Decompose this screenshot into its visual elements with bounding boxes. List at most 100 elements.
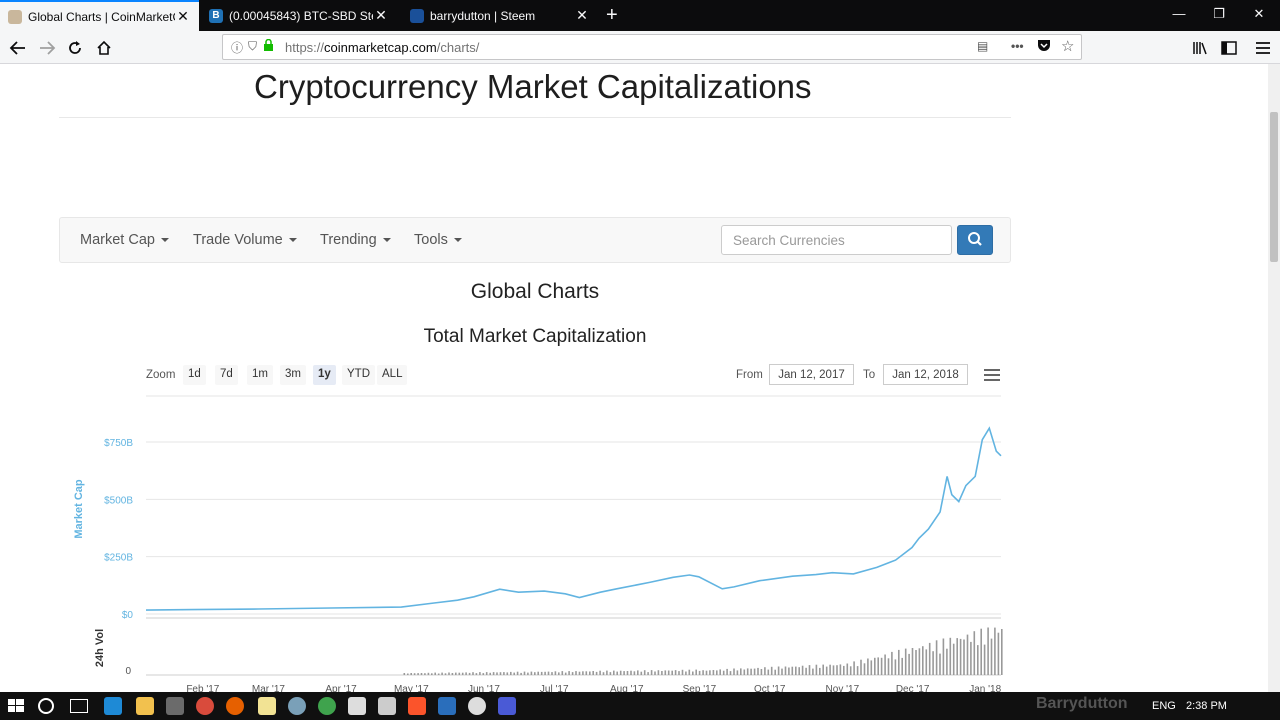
volume-bar <box>568 671 570 675</box>
home-icon[interactable] <box>92 36 116 60</box>
tab-btc-sbd[interactable]: B (0.00045843) BTC-SBD SteemDollar ✕ <box>201 0 397 31</box>
zoom-ytd-button[interactable]: YTD <box>342 365 375 385</box>
zoom-1d-button[interactable]: 1d <box>183 365 206 385</box>
menu-tools[interactable]: Tools <box>414 232 462 248</box>
market-cap-chart[interactable]: $750B $500B $250B $0 Market Cap 24h Vol 0 Feb '… <box>0 64 1268 692</box>
sidebar-icon[interactable] <box>1217 36 1241 60</box>
tracking-shield-icon[interactable]: ⛉ <box>248 39 258 53</box>
zoom-3m-button[interactable]: 3m <box>280 365 306 385</box>
search-button[interactable] <box>957 225 993 255</box>
volume-bar <box>836 665 838 675</box>
volume-bar <box>870 660 873 675</box>
zoom-7d-button[interactable]: 7d <box>215 365 238 385</box>
volume-bar <box>465 672 467 675</box>
volume-bar <box>492 672 495 675</box>
zoom-1y-button[interactable]: 1y <box>313 365 336 385</box>
app-icon[interactable] <box>288 697 306 715</box>
restore-window-icon[interactable]: ❐ <box>1213 6 1225 21</box>
page-content: Cryptocurrency Market Capitalizations Ma… <box>0 64 1268 692</box>
vertical-scrollbar[interactable] <box>1268 64 1280 692</box>
scrollbar-thumb[interactable] <box>1270 112 1278 262</box>
tab-barrydutton[interactable]: barrydutton | Steem ✕ <box>402 0 598 31</box>
cortana-icon[interactable] <box>38 698 54 714</box>
volume-bar <box>599 670 601 675</box>
search-input[interactable]: Search Currencies <box>721 225 952 255</box>
volume-bar <box>410 673 412 675</box>
volume-bar <box>764 667 766 675</box>
volume-bar <box>619 670 622 675</box>
volume-bar <box>970 641 972 675</box>
to-date-input[interactable]: Jan 12, 2018 <box>883 364 968 385</box>
minimize-window-icon[interactable]: — <box>1172 6 1186 21</box>
info-icon[interactable]: ⓘ <box>231 41 244 55</box>
zoom-label: Zoom <box>146 369 176 381</box>
tab-global-charts[interactable]: Global Charts | CoinMarketCap ✕ <box>0 0 199 31</box>
clock[interactable]: 2:38 PM <box>1186 700 1227 712</box>
store-icon[interactable] <box>166 697 184 715</box>
volume-bar <box>716 670 718 675</box>
language-indicator[interactable]: ENG <box>1152 700 1176 712</box>
reload-icon[interactable] <box>63 36 87 60</box>
app-icon[interactable] <box>318 697 336 715</box>
volume-bar <box>908 653 910 675</box>
app-icon[interactable] <box>438 697 456 715</box>
menu-market-cap[interactable]: Market Cap <box>80 232 169 248</box>
app-icon[interactable] <box>468 697 486 715</box>
close-tab-icon[interactable]: ✕ <box>576 7 588 23</box>
volume-bar <box>523 671 526 675</box>
mail-icon[interactable] <box>348 697 366 715</box>
back-icon[interactable] <box>6 36 30 60</box>
task-view-icon[interactable] <box>70 699 88 713</box>
edge-icon[interactable] <box>104 697 122 715</box>
volume-bar <box>712 670 715 675</box>
address-bar[interactable]: ⓘ ⛉ https://coinmarketcap.com/charts/ ▤ … <box>222 34 1082 60</box>
close-tab-icon[interactable]: ✕ <box>375 7 387 23</box>
volume-bar <box>942 638 945 675</box>
windows-taskbar: Barrydutton ENG 2:38 PM <box>0 692 1280 720</box>
library-icon[interactable] <box>1188 36 1212 60</box>
volume-bar <box>650 670 653 675</box>
chrome-icon[interactable] <box>196 697 214 715</box>
volume-bar <box>575 671 577 675</box>
volume-bar <box>1001 629 1003 675</box>
new-tab-button[interactable]: + <box>606 4 618 26</box>
pocket-icon[interactable] <box>1037 39 1051 55</box>
app-icon[interactable] <box>498 697 516 715</box>
watermark: Barrydutton <box>1036 695 1128 712</box>
menu-trade-volume[interactable]: Trade Volume <box>193 232 297 248</box>
notes-icon[interactable] <box>258 697 276 715</box>
bookmark-star-icon[interactable]: ☆ <box>1061 38 1075 55</box>
volume-bar <box>853 661 855 675</box>
x-tick-label: Jul '17 <box>540 684 569 692</box>
close-tab-icon[interactable]: ✕ <box>177 8 189 24</box>
windows-start-icon[interactable] <box>7 697 25 715</box>
volume-bar <box>935 640 938 675</box>
volume-bar <box>674 670 677 675</box>
volume-bar <box>609 672 612 675</box>
zoom-all-button[interactable]: ALL <box>377 365 408 385</box>
bittrex-favicon-icon: B <box>209 8 223 23</box>
volume-bar <box>874 657 876 675</box>
volume-bar <box>616 671 618 675</box>
menu-trending[interactable]: Trending <box>320 232 391 248</box>
reader-view-icon[interactable]: ▤ <box>977 39 989 53</box>
volume-bar <box>623 671 625 675</box>
forward-icon[interactable] <box>35 36 59 60</box>
volume-bar <box>417 673 419 675</box>
close-window-icon[interactable]: ✕ <box>1253 6 1265 21</box>
chart-menu-icon[interactable] <box>984 369 1000 381</box>
people-icon[interactable] <box>1050 697 1066 713</box>
brave-icon[interactable] <box>408 697 426 715</box>
volume-bar <box>595 671 598 675</box>
hamburger-menu-icon[interactable] <box>1251 36 1275 60</box>
firefox-icon[interactable] <box>226 697 244 715</box>
file-explorer-icon[interactable] <box>136 697 154 715</box>
zoom-1m-button[interactable]: 1m <box>247 365 273 385</box>
calculator-icon[interactable] <box>378 697 396 715</box>
volume-bar <box>571 672 574 675</box>
volume-bar <box>640 671 643 675</box>
lock-icon[interactable] <box>263 38 274 55</box>
from-date-input[interactable]: Jan 12, 2017 <box>769 364 854 385</box>
page-actions-icon[interactable]: ••• <box>1011 39 1024 53</box>
volume-bar <box>427 672 430 675</box>
